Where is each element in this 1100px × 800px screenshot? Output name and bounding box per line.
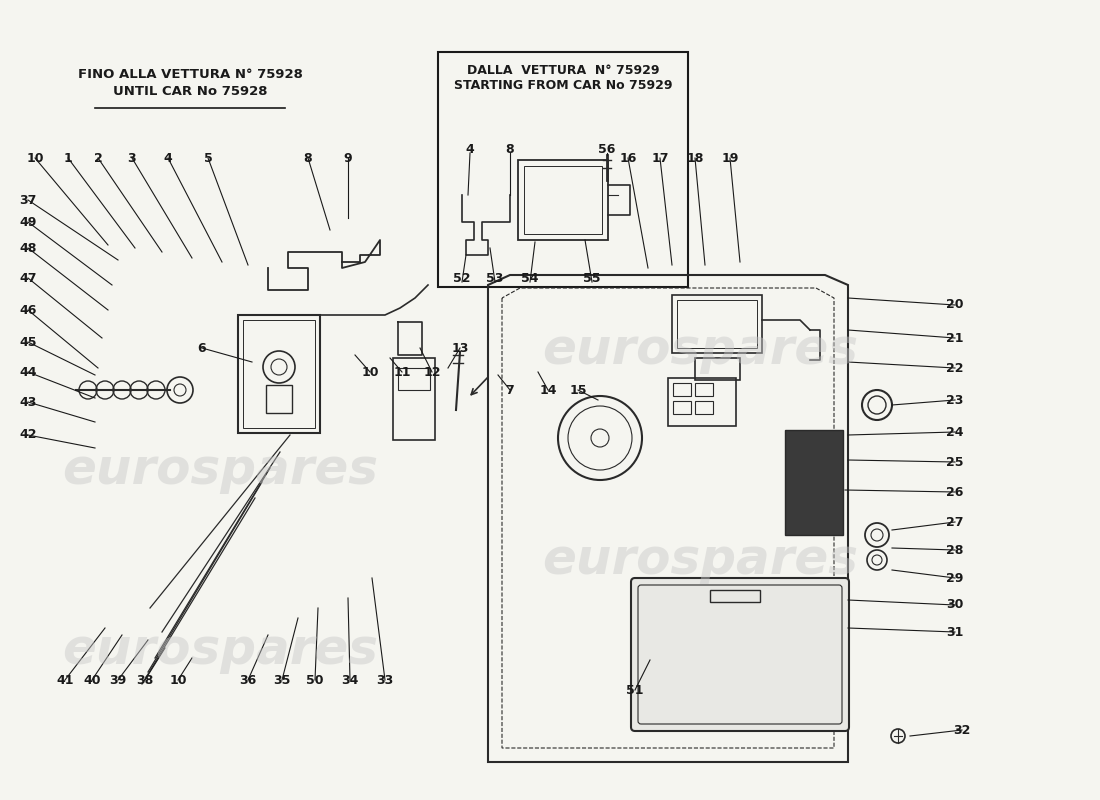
Text: 3: 3	[128, 151, 136, 165]
Text: 44: 44	[20, 366, 36, 378]
Text: 41: 41	[56, 674, 74, 686]
Text: 9: 9	[343, 151, 352, 165]
Text: 35: 35	[273, 674, 290, 686]
Text: 5: 5	[204, 151, 212, 165]
Text: 52: 52	[453, 272, 471, 285]
Text: eurospares: eurospares	[62, 626, 378, 674]
Text: 43: 43	[20, 395, 36, 409]
Text: 56: 56	[598, 143, 616, 156]
Text: 42: 42	[20, 429, 36, 442]
Text: 13: 13	[451, 342, 469, 354]
Text: 47: 47	[20, 271, 36, 285]
Text: 20: 20	[946, 298, 964, 311]
Text: 8: 8	[304, 151, 312, 165]
Bar	[518, 160, 608, 240]
Text: 46: 46	[20, 303, 36, 317]
Text: 14: 14	[539, 383, 557, 397]
Text: 6: 6	[198, 342, 207, 354]
Text: DALLA  VETTURA  N° 75929: DALLA VETTURA N° 75929	[466, 64, 659, 77]
Bar	[673, 401, 691, 414]
Text: 15: 15	[570, 383, 586, 397]
Text: 36: 36	[240, 674, 256, 686]
Text: 4: 4	[465, 143, 474, 156]
Text: 28: 28	[946, 543, 964, 557]
Text: 25: 25	[946, 455, 964, 469]
Text: 27: 27	[946, 515, 964, 529]
Text: 16: 16	[619, 151, 637, 165]
Text: 40: 40	[84, 674, 101, 686]
Text: 38: 38	[136, 674, 154, 686]
Bar	[243, 320, 315, 428]
Text: 10: 10	[169, 674, 187, 686]
Text: 1: 1	[64, 151, 73, 165]
FancyBboxPatch shape	[631, 578, 849, 731]
Bar	[238, 315, 320, 433]
Bar	[393, 358, 434, 440]
Bar	[398, 368, 430, 390]
Text: 4: 4	[164, 151, 173, 165]
Bar	[438, 52, 688, 287]
Bar	[785, 430, 843, 535]
Text: 39: 39	[109, 674, 126, 686]
Bar	[710, 590, 760, 602]
Text: 50: 50	[306, 674, 323, 686]
Text: 30: 30	[946, 598, 964, 611]
Text: STARTING FROM CAR No 75929: STARTING FROM CAR No 75929	[453, 79, 672, 92]
Text: 48: 48	[20, 242, 36, 254]
Text: 34: 34	[341, 674, 359, 686]
Text: FINO ALLA VETTURA N° 75928: FINO ALLA VETTURA N° 75928	[78, 68, 302, 81]
Bar	[672, 295, 762, 353]
Text: eurospares: eurospares	[542, 326, 858, 374]
Text: 37: 37	[20, 194, 36, 206]
Text: 11: 11	[394, 366, 410, 378]
Text: 49: 49	[20, 215, 36, 229]
Text: 10: 10	[26, 151, 44, 165]
Bar	[266, 385, 292, 413]
Bar	[695, 358, 740, 380]
Bar	[524, 166, 602, 234]
Text: 24: 24	[946, 426, 964, 438]
Bar	[668, 378, 736, 426]
Text: 54: 54	[521, 272, 539, 285]
Bar	[673, 383, 691, 396]
Text: eurospares: eurospares	[542, 536, 858, 584]
Bar	[695, 383, 713, 396]
Bar	[676, 300, 757, 348]
Text: 23: 23	[946, 394, 964, 406]
Text: 19: 19	[722, 151, 739, 165]
Text: 45: 45	[20, 335, 36, 349]
Text: 12: 12	[424, 366, 441, 378]
Text: 10: 10	[361, 366, 378, 378]
Text: 18: 18	[686, 151, 704, 165]
Text: eurospares: eurospares	[62, 446, 378, 494]
Text: 21: 21	[946, 331, 964, 345]
Text: 8: 8	[506, 143, 515, 156]
Text: 17: 17	[651, 151, 669, 165]
Text: 55: 55	[583, 272, 601, 285]
Text: 2: 2	[94, 151, 102, 165]
Text: 29: 29	[946, 571, 964, 585]
Text: 22: 22	[946, 362, 964, 374]
Text: UNTIL CAR No 75928: UNTIL CAR No 75928	[112, 85, 267, 98]
Text: 7: 7	[506, 383, 515, 397]
Text: 33: 33	[376, 674, 394, 686]
Text: 51: 51	[626, 683, 644, 697]
Text: 26: 26	[946, 486, 964, 498]
Bar	[695, 401, 713, 414]
Text: 53: 53	[486, 272, 504, 285]
Text: 31: 31	[946, 626, 964, 638]
Text: 32: 32	[954, 723, 970, 737]
